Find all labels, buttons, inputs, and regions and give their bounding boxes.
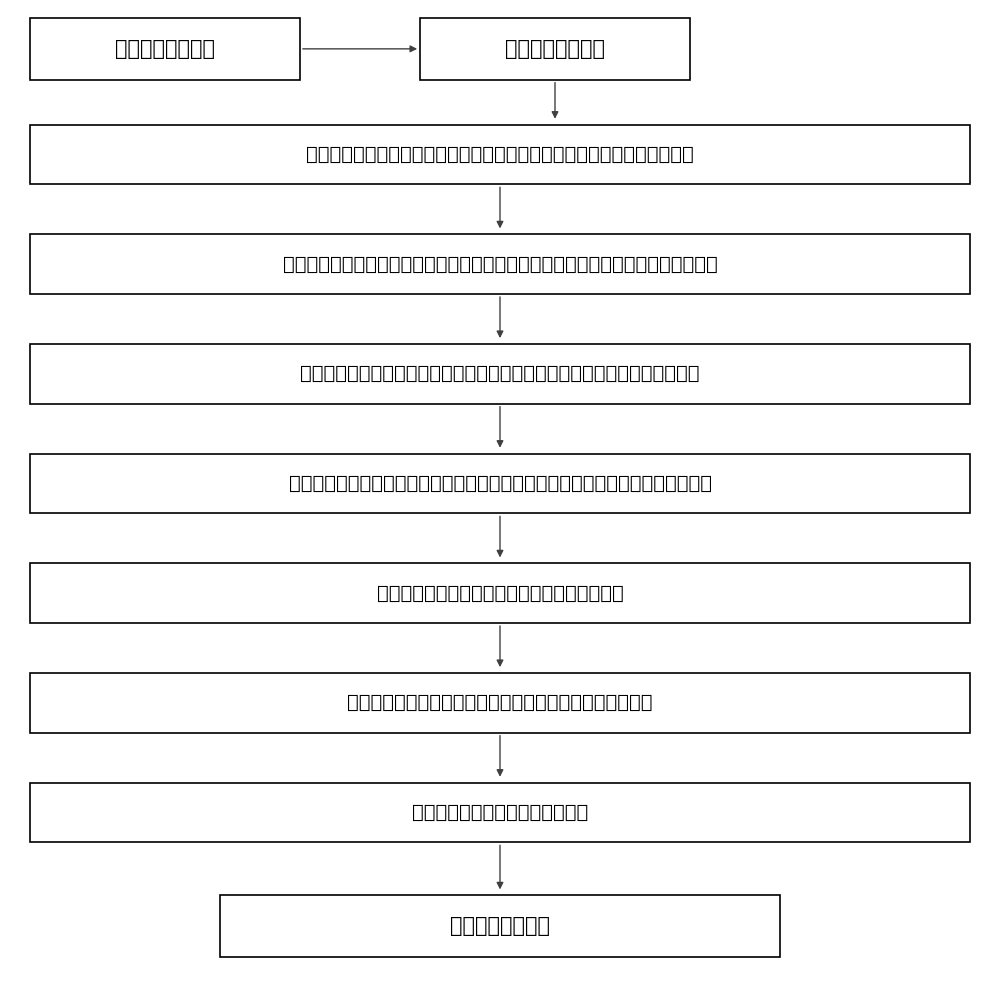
Text: 成分制备制备完毕后制备品种管理模块（数量，血型，血液容量，制备时间，制备: 成分制备制备完毕后制备品种管理模块（数量，血型，血液容量，制备时间，制备 bbox=[288, 474, 712, 494]
FancyBboxPatch shape bbox=[30, 673, 970, 733]
Text: 成分制备，对制备过程管理模块（制备设备状态，制备人）: 成分制备，对制备过程管理模块（制备设备状态，制备人） bbox=[347, 693, 653, 713]
Text: 根据检验科检测数据进行合格不合格品分拣模块: 根据检验科检测数据进行合格不合格品分拣模块 bbox=[377, 583, 623, 603]
FancyBboxPatch shape bbox=[420, 18, 690, 80]
FancyBboxPatch shape bbox=[30, 783, 970, 842]
FancyBboxPatch shape bbox=[30, 125, 970, 184]
FancyBboxPatch shape bbox=[30, 454, 970, 513]
FancyBboxPatch shape bbox=[30, 234, 970, 294]
Text: 原始血液母袋信息整合模块（含采血地点，采血人，采血量，血型，时间）: 原始血液母袋信息整合模块（含采血地点，采血人，采血量，血型，时间） bbox=[306, 145, 694, 165]
Text: 采血车到待检库交接管理模块（含数量，血型，血液容量，交接人员，时间，地点）: 采血车到待检库交接管理模块（含数量，血型，血液容量，交接人员，时间，地点） bbox=[283, 254, 717, 274]
Text: 待检库到成分制备交接管理模块（数量，血型，血液容量，交接人员，时间）: 待检库到成分制备交接管理模块（数量，血型，血液容量，交接人员，时间） bbox=[300, 364, 700, 384]
Text: 射频条码转换模块: 射频条码转换模块 bbox=[505, 39, 605, 59]
FancyBboxPatch shape bbox=[30, 344, 970, 404]
FancyBboxPatch shape bbox=[30, 18, 300, 80]
Text: 原始条码获取模块: 原始条码获取模块 bbox=[115, 39, 215, 59]
Text: 成品出库管理模块: 成品出库管理模块 bbox=[450, 916, 550, 936]
FancyBboxPatch shape bbox=[30, 563, 970, 623]
FancyBboxPatch shape bbox=[220, 895, 780, 957]
Text: 合格成品进入成品库交接管理模块: 合格成品进入成品库交接管理模块 bbox=[412, 803, 588, 823]
